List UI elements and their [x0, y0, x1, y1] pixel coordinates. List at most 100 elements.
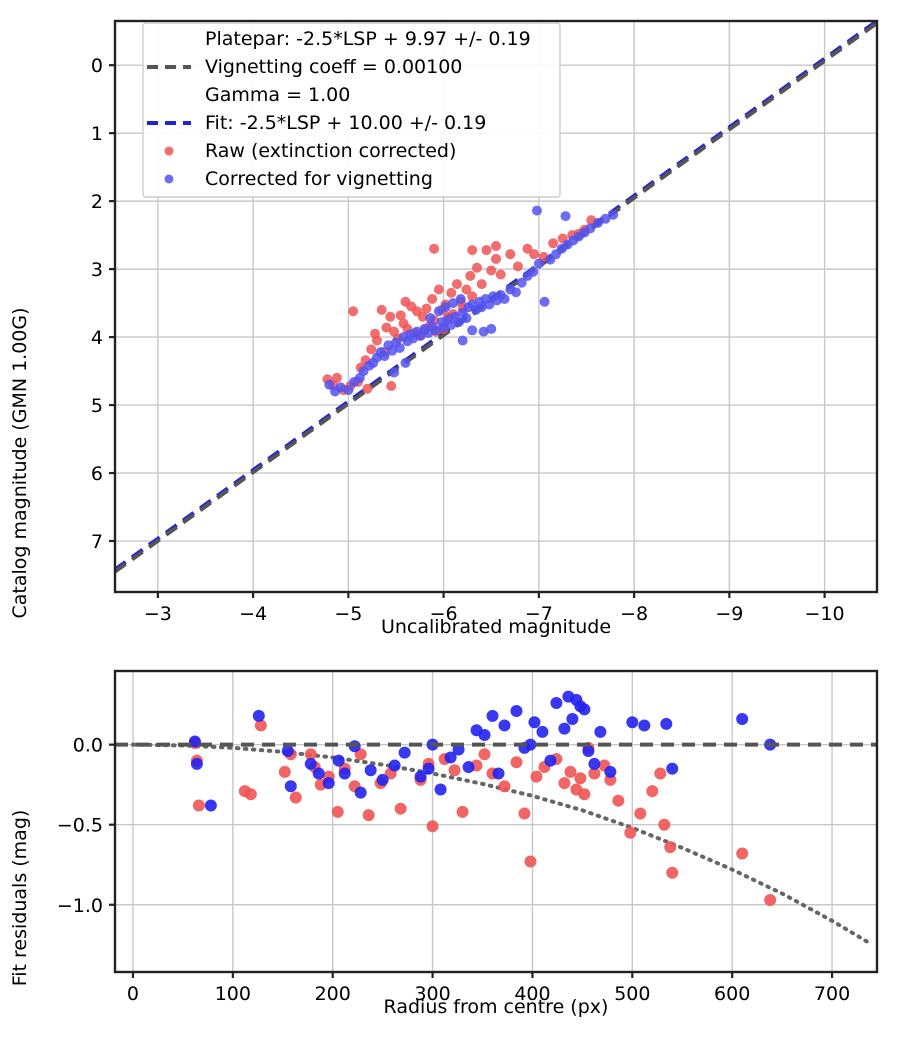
- data-point: [654, 767, 667, 780]
- data-point: [471, 262, 482, 273]
- data-point: [550, 697, 563, 710]
- data-point: [588, 767, 601, 780]
- data-point: [398, 746, 411, 759]
- data-point: [204, 799, 217, 812]
- y-tick-label: 4: [91, 327, 103, 349]
- x-tick-label: −7: [525, 603, 553, 625]
- data-point: [421, 303, 432, 314]
- x-tick-label: 0: [127, 983, 139, 1005]
- data-point: [585, 223, 596, 234]
- data-point: [331, 372, 342, 383]
- data-point: [608, 209, 619, 220]
- data-point: [588, 757, 601, 770]
- data-point: [658, 818, 671, 831]
- data-point: [332, 754, 345, 767]
- data-point: [440, 302, 451, 313]
- series-corrected-for-vignetting: [324, 205, 619, 397]
- legend: Platepar: -2.5*LSP + 9.97 +/- 0.19 Vignet…: [142, 22, 561, 198]
- data-point: [381, 322, 392, 333]
- photometry-calibration-panel: −3 −4 −5 −6 −7 −8 −9 −10 0 1 2 3 4 5 6 7 Uncalibrated ma…: [9, 19, 879, 638]
- legend-raw-dot-marker-icon: [164, 146, 174, 156]
- x-tick-label: 700: [814, 983, 850, 1005]
- y-tick-label: 6: [91, 463, 103, 485]
- data-point: [536, 725, 549, 738]
- data-point: [394, 342, 405, 353]
- data-point: [560, 211, 571, 222]
- data-point: [389, 367, 400, 378]
- data-point: [510, 756, 523, 769]
- data-point: [387, 345, 398, 356]
- data-point: [564, 765, 577, 778]
- data-point: [528, 266, 539, 277]
- data-point: [499, 294, 510, 305]
- data-point: [281, 745, 294, 758]
- data-point: [448, 298, 459, 309]
- data-point: [518, 807, 531, 820]
- x-tick-label: −4: [239, 603, 267, 625]
- data-point: [417, 311, 428, 322]
- y-tick-label: 2: [91, 191, 103, 213]
- data-point: [666, 762, 679, 775]
- data-point: [486, 323, 497, 334]
- data-point: [467, 325, 478, 336]
- data-point: [385, 311, 396, 322]
- data-point: [304, 748, 317, 761]
- data-point: [465, 270, 476, 281]
- photometry-calibration-plot: −3 −4 −5 −6 −7 −8 −9 −10 0 1 2 3 4 5 6 7 Uncalibrated ma…: [9, 19, 879, 638]
- data-point: [244, 788, 257, 801]
- legend-box: [142, 22, 561, 198]
- data-point: [448, 764, 461, 777]
- x-tick-label: −6: [430, 603, 458, 625]
- axis-spines: [113, 669, 879, 974]
- data-point: [430, 325, 441, 336]
- y-axis-label: Catalog magnitude (GMN 1.00G): [9, 307, 31, 618]
- data-point: [395, 310, 406, 321]
- data-point: [600, 213, 611, 224]
- y-tick-label: 5: [91, 395, 103, 417]
- data-point: [558, 722, 571, 735]
- data-point: [646, 785, 659, 798]
- data-point: [284, 780, 297, 793]
- data-point: [626, 716, 639, 729]
- data-point: [558, 777, 571, 790]
- data-point: [364, 764, 377, 777]
- y-tick-label: 1: [91, 123, 103, 145]
- data-point: [192, 799, 205, 812]
- data-point: [312, 767, 325, 780]
- legend-label: Platepar: -2.5*LSP + 9.97 +/- 0.19: [205, 28, 531, 50]
- data-point: [461, 284, 472, 295]
- data-point: [486, 709, 499, 722]
- legend-corrected-dot-marker-icon: [164, 174, 174, 184]
- data-point: [530, 770, 543, 783]
- data-point: [427, 294, 438, 305]
- x-tick-label: −8: [620, 603, 648, 625]
- data-point: [491, 241, 501, 251]
- data-point: [453, 317, 464, 328]
- data-point: [478, 729, 491, 742]
- data-point: [254, 719, 267, 732]
- data-point: [604, 765, 617, 778]
- data-point: [664, 841, 677, 854]
- data-point: [524, 738, 537, 751]
- data-point: [578, 788, 591, 801]
- data-point: [638, 719, 651, 732]
- data-point: [362, 809, 375, 822]
- data-point: [612, 794, 625, 807]
- data-point: [578, 703, 591, 716]
- legend-label: Corrected for vignetting: [205, 168, 433, 190]
- data-point: [736, 713, 749, 726]
- data-point: [278, 765, 291, 778]
- data-point: [634, 807, 647, 820]
- legend-label: Gamma = 1.00: [205, 84, 350, 106]
- data-point: [481, 245, 492, 256]
- x-tick-label: −5: [334, 603, 362, 625]
- x-tick-label: −10: [805, 603, 845, 625]
- fit-residuals-plot: 0 100 200 300 400 500 600 700 0.0 −0.5 −1.0 Radius …: [9, 669, 879, 1018]
- x-tick-label: 400: [514, 983, 550, 1005]
- data-point: [426, 820, 439, 833]
- data-point: [379, 351, 390, 362]
- data-point: [491, 253, 501, 264]
- data-point: [592, 217, 603, 228]
- axis-ticks: −3 −4 −5 −6 −7 −8 −9 −10 0 1 2 3 4 5 6 7: [91, 55, 845, 625]
- data-point: [478, 326, 489, 337]
